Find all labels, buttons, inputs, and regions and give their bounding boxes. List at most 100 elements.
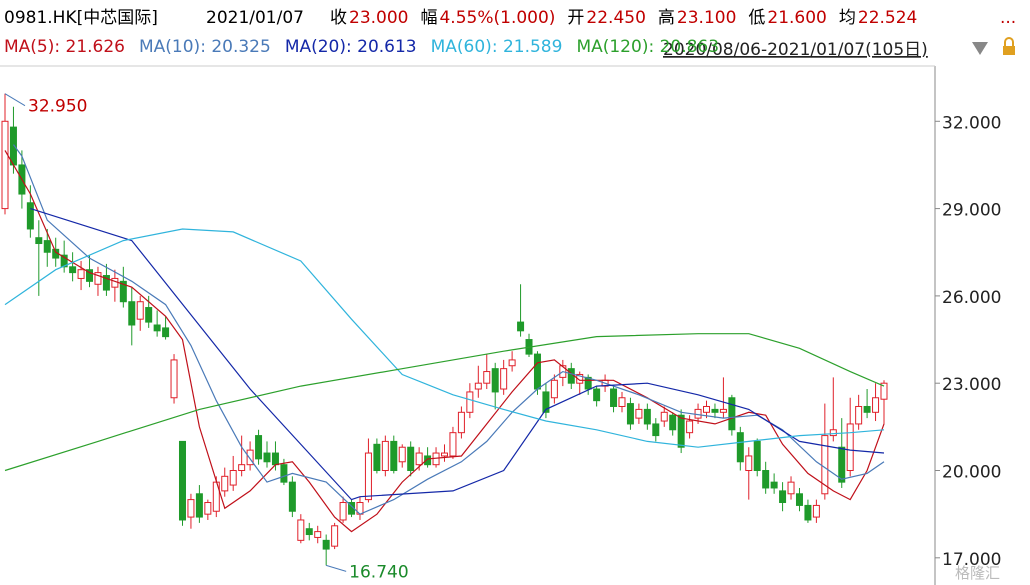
candle-body bbox=[187, 499, 195, 518]
y-tick-label: 23.000 bbox=[942, 375, 1001, 395]
candle-body bbox=[669, 414, 677, 431]
candle-body bbox=[635, 408, 643, 419]
y-tick-label: 32.000 bbox=[942, 113, 1001, 133]
candle-body bbox=[533, 353, 541, 390]
annotation-label: 32.950 bbox=[28, 97, 87, 117]
candle-body bbox=[398, 446, 406, 463]
annotation-arrow bbox=[4, 93, 26, 107]
ma-line bbox=[4, 228, 885, 448]
ma-line bbox=[30, 208, 885, 501]
candle-body bbox=[829, 429, 837, 437]
candle-body bbox=[255, 435, 263, 460]
candle-body bbox=[491, 368, 499, 393]
date-range: 2020/08/06-2021/01/07(105日) bbox=[663, 40, 928, 60]
candle-body bbox=[542, 391, 550, 413]
candle-body bbox=[128, 301, 136, 326]
ma-line bbox=[4, 333, 885, 472]
watermark: 格隆汇 bbox=[955, 564, 1000, 582]
candle-body bbox=[145, 307, 153, 323]
candle-body bbox=[779, 490, 787, 504]
candle-body bbox=[584, 376, 592, 390]
candle-body bbox=[770, 481, 778, 489]
lock-shackle bbox=[1004, 37, 1014, 46]
candle-body bbox=[466, 391, 474, 413]
candle-body bbox=[390, 440, 398, 472]
y-tick-label: 20.000 bbox=[942, 463, 1001, 483]
candle-body bbox=[677, 414, 685, 448]
candle-body bbox=[297, 519, 305, 541]
candle-body bbox=[77, 269, 85, 279]
legend-entry: MA(5): 21.626 bbox=[4, 37, 125, 57]
candle-body bbox=[263, 452, 271, 463]
quote-label: 均 bbox=[839, 8, 856, 28]
candle-body bbox=[736, 432, 744, 463]
candle-body bbox=[229, 470, 237, 486]
quote-value: 21.600 bbox=[767, 8, 826, 28]
candle-body bbox=[686, 420, 694, 434]
legend-entry: MA(60): 21.589 bbox=[431, 37, 563, 57]
candle-body bbox=[517, 321, 525, 332]
candle-body bbox=[753, 440, 761, 472]
candle-body bbox=[246, 449, 254, 466]
candle-body bbox=[508, 359, 516, 367]
candle-body bbox=[305, 528, 313, 536]
candle-body bbox=[821, 435, 829, 495]
candle-body bbox=[407, 446, 415, 472]
more[interactable]: ... bbox=[1000, 8, 1016, 28]
lock-icon[interactable] bbox=[1003, 46, 1015, 55]
candle-body bbox=[288, 481, 296, 512]
candle-body bbox=[550, 379, 558, 399]
quote-value: 4.55%(1.000) bbox=[439, 8, 555, 28]
date: 2021/01/07 bbox=[206, 8, 304, 28]
candle-body bbox=[102, 275, 110, 291]
candle-body bbox=[153, 324, 161, 332]
candle-body bbox=[195, 493, 203, 518]
quote-value: 23.000 bbox=[349, 8, 408, 28]
quote-value: 22.524 bbox=[858, 8, 917, 28]
quote-label: 开 bbox=[567, 8, 584, 28]
candle-body bbox=[424, 455, 432, 466]
candle-body bbox=[762, 470, 770, 489]
candle-body bbox=[449, 432, 457, 457]
quote-label: 收 bbox=[330, 8, 347, 28]
candle-body bbox=[652, 423, 660, 437]
candle-body bbox=[271, 452, 279, 466]
candle-body bbox=[483, 371, 491, 384]
candle-body bbox=[69, 266, 77, 274]
quote-value: 22.450 bbox=[586, 8, 645, 28]
y-tick-label: 17.000 bbox=[942, 550, 1001, 570]
quote-value: 23.100 bbox=[677, 8, 736, 28]
candle-body bbox=[745, 455, 753, 472]
candle-body bbox=[238, 464, 246, 472]
candle-body bbox=[863, 405, 871, 413]
quote-label: 低 bbox=[748, 8, 765, 28]
dropdown-icon[interactable] bbox=[972, 42, 988, 55]
candle-body bbox=[178, 440, 186, 521]
candle-body bbox=[593, 388, 601, 402]
candle-body bbox=[170, 359, 178, 399]
candle-body bbox=[576, 373, 584, 384]
candle-body bbox=[381, 440, 389, 472]
candle-body bbox=[339, 502, 347, 521]
candle-body bbox=[119, 280, 127, 303]
candle-body bbox=[880, 382, 888, 400]
candle-body bbox=[415, 452, 423, 466]
candle-body bbox=[373, 443, 381, 472]
candle-body bbox=[162, 327, 170, 338]
candle-body bbox=[660, 411, 668, 422]
candle-body bbox=[872, 397, 880, 413]
candle-body bbox=[9, 126, 17, 166]
candle-body bbox=[474, 382, 482, 390]
legend-entry: MA(120): 20.863 bbox=[576, 37, 719, 57]
candle-body bbox=[26, 202, 34, 230]
candle-body bbox=[719, 408, 727, 413]
candle-body bbox=[855, 405, 863, 425]
candle-body bbox=[280, 464, 288, 483]
candle-body bbox=[43, 240, 51, 253]
y-tick-label: 26.000 bbox=[942, 288, 1001, 308]
legend-entry: MA(10): 20.325 bbox=[139, 37, 271, 57]
candle-body bbox=[111, 277, 119, 288]
candle-body bbox=[322, 539, 330, 550]
annotation-label: 16.740 bbox=[349, 562, 408, 582]
